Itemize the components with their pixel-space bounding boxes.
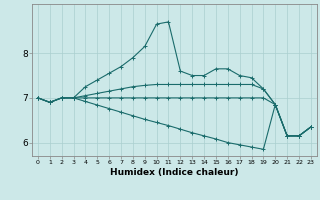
X-axis label: Humidex (Indice chaleur): Humidex (Indice chaleur) bbox=[110, 168, 239, 177]
